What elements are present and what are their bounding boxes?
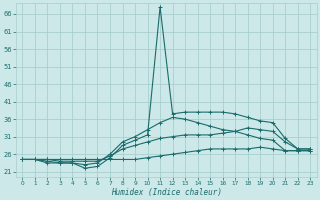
X-axis label: Humidex (Indice chaleur): Humidex (Indice chaleur): [111, 188, 222, 197]
